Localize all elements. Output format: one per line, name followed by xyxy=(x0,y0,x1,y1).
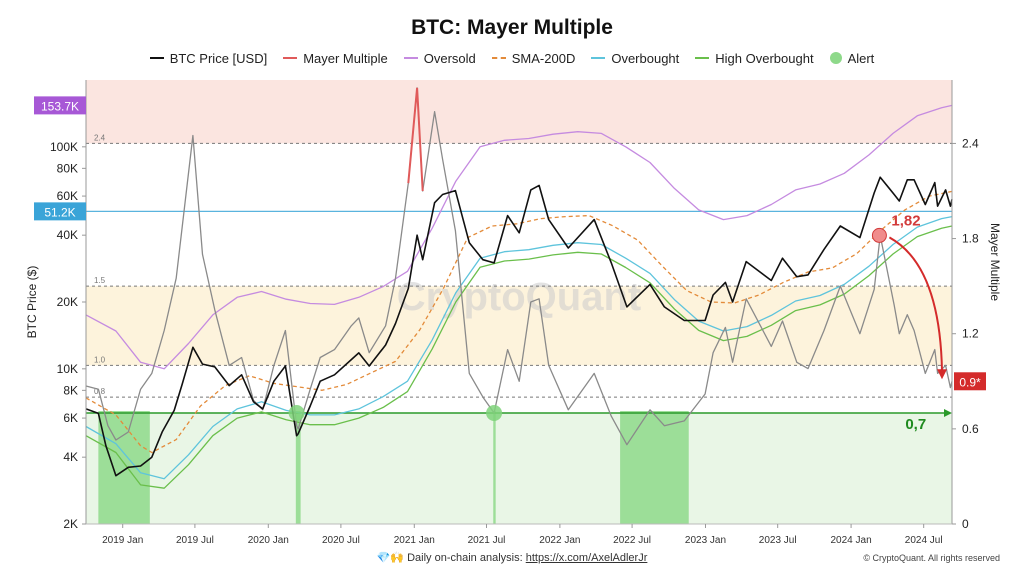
x-tick-label: 2022 Jul xyxy=(613,535,651,546)
alert-bar xyxy=(295,411,301,524)
y-right-tick-label: 1.2 xyxy=(962,327,979,341)
alert-bar xyxy=(98,411,150,524)
zone-band xyxy=(86,413,952,524)
x-tick-label: 2020 Jul xyxy=(322,535,360,546)
y-right-tick-label: 0.6 xyxy=(962,422,979,436)
x-tick-label: 2023 Jul xyxy=(759,535,797,546)
price-badge-label: 51.2K xyxy=(44,205,75,219)
legend-item[interactable]: SMA-200D xyxy=(491,50,576,66)
legend-label: High Overbought xyxy=(715,50,814,66)
y-right-tick-label: 1.8 xyxy=(962,232,979,246)
annotation-arrowhead xyxy=(937,369,947,380)
annotation-label: 0,7 xyxy=(905,416,926,433)
y-left-tick-label: 4K xyxy=(63,450,78,464)
zone-band xyxy=(86,286,952,366)
y-left-tick-label: 20K xyxy=(57,295,78,309)
x-tick-label: 2019 Jul xyxy=(176,535,214,546)
x-tick-label: 2022 Jan xyxy=(539,535,580,546)
legend-item[interactable]: High Overbought xyxy=(695,50,814,66)
x-tick-label: 2024 Jan xyxy=(831,535,872,546)
price-badge xyxy=(34,202,86,221)
legend-line-icon xyxy=(403,57,418,59)
footer-label: Daily on-chain analysis: xyxy=(407,552,526,564)
chart-legend: BTC Price [USD] Mayer Multiple Oversold SMA… xyxy=(0,47,1024,69)
y-left-tick-label: 40K xyxy=(57,228,78,242)
x-tick-label: 2024 Jul xyxy=(905,535,943,546)
series-overbought xyxy=(85,215,953,480)
ref-line-label: 1.0 xyxy=(94,355,106,364)
series-sma-200d xyxy=(85,190,953,454)
y-left-tick-label: 60K xyxy=(57,189,78,203)
footer-link[interactable]: https://x.com/AxelAdlerJr xyxy=(525,552,648,564)
legend-dot-icon xyxy=(829,52,842,64)
x-tick-label: 2021 Jan xyxy=(394,535,435,546)
alert-point xyxy=(486,405,503,421)
zone-band xyxy=(86,80,952,144)
ref-line-label: 0.8 xyxy=(94,387,106,396)
legend-label: BTC Price [USD] xyxy=(169,50,268,66)
legend-item[interactable]: Alert xyxy=(829,50,875,66)
legend-line-icon xyxy=(591,57,606,59)
series-oversold xyxy=(85,104,953,370)
x-tick-label: 2021 Jul xyxy=(468,535,506,546)
copyright-text: © CryptoQuant. All rights reserved xyxy=(863,553,1000,563)
y-left-tick-label: 100K xyxy=(50,140,78,154)
y-right-tick-label: 0 xyxy=(962,517,969,531)
legend-item[interactable]: Overbought xyxy=(591,51,679,66)
x-tick-label: 2023 Jan xyxy=(685,535,726,546)
legend-label: Overbought xyxy=(611,50,680,66)
chart-title: BTC: Mayer Multiple xyxy=(411,16,613,39)
legend-line-icon xyxy=(491,57,506,59)
annotation-marker xyxy=(871,227,887,243)
y-left-tick-label: 2K xyxy=(63,517,78,531)
legend-line-icon xyxy=(149,57,164,59)
y-left-axis-title: BTC Price ($) xyxy=(25,266,39,339)
mayer-badge-label: 0.9* xyxy=(959,375,981,389)
mayer-badge xyxy=(954,372,986,391)
alert-bar xyxy=(493,411,496,524)
price-badge xyxy=(34,96,86,115)
annotation-label: 1,82 xyxy=(891,212,920,229)
legend-line-icon xyxy=(695,57,710,59)
alert-point xyxy=(288,405,305,421)
ref-line-label: 1.5 xyxy=(94,276,106,285)
legend-item[interactable]: Oversold xyxy=(403,50,476,66)
series-high-overbought xyxy=(85,225,953,489)
footer-analysis-text: 💎🙌 Daily on-chain analysis: https://x.co… xyxy=(0,551,1024,564)
mm-overbought-segment xyxy=(407,87,424,192)
legend-item[interactable]: Mayer Multiple xyxy=(283,51,388,66)
footer-emojis: 💎🙌 xyxy=(376,552,405,564)
x-tick-label: 2019 Jan xyxy=(102,535,143,546)
y-left-tick-label: 10K xyxy=(57,362,78,376)
price-badge-label: 153.7K xyxy=(41,99,79,113)
alert-bar xyxy=(620,411,689,524)
series-btc-price-usd- xyxy=(85,176,953,477)
mm-0-7-arrowhead xyxy=(944,409,952,417)
y-left-tick-label: 8K xyxy=(63,383,78,397)
legend-label: Alert xyxy=(847,50,875,66)
y-right-axis-title: Mayer Multiple xyxy=(988,223,1002,301)
watermark: CryptoQuant xyxy=(397,275,641,319)
legend-item[interactable]: BTC Price [USD] xyxy=(149,50,268,66)
y-left-tick-label: 80K xyxy=(57,161,78,175)
ref-line-label: 2.4 xyxy=(94,133,106,142)
y-right-tick-label: 2.4 xyxy=(962,136,979,150)
legend-line-icon xyxy=(283,57,298,59)
annotation-arrow xyxy=(888,236,943,372)
x-tick-label: 2020 Jan xyxy=(248,535,289,546)
legend-label: SMA-200D xyxy=(511,50,576,66)
legend-label: Mayer Multiple xyxy=(303,50,388,66)
legend-label: Oversold xyxy=(423,50,476,66)
y-left-tick-label: 6K xyxy=(63,411,78,425)
